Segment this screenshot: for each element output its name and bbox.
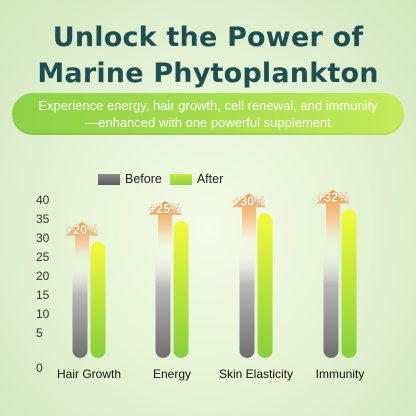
y-tick-label: 15 bbox=[36, 288, 50, 302]
page-title: Unlock the Power of Marine Phytoplankton bbox=[0, 20, 416, 92]
y-tick-label: 35 bbox=[36, 212, 50, 226]
legend-swatch-after bbox=[169, 173, 192, 185]
bar-before bbox=[155, 249, 171, 358]
title-line-2: Marine Phytoplankton bbox=[37, 58, 379, 89]
legend-label-before: Before bbox=[125, 172, 162, 186]
increase-label: +20% bbox=[66, 223, 98, 237]
title-line-1: Unlock the Power of bbox=[52, 22, 364, 53]
y-tick-label: 10 bbox=[36, 307, 50, 321]
subtitle-banner: Experience energy, hair growth, cell ren… bbox=[12, 93, 404, 135]
subtitle-line-1: Experience energy, hair growth, cell ren… bbox=[38, 98, 378, 113]
category-label: Hair Growth bbox=[57, 367, 121, 381]
y-tick-label: 5 bbox=[36, 326, 43, 340]
increase-arrow bbox=[316, 189, 350, 244]
bar-after bbox=[257, 213, 273, 358]
increase-arrow bbox=[148, 200, 182, 248]
chart-legend: Before After bbox=[98, 172, 231, 186]
subtitle-line-2: —enhanced with one powerful supplement bbox=[85, 115, 331, 130]
bar-after bbox=[90, 241, 106, 358]
increase-label: +32% bbox=[317, 191, 349, 205]
y-tick-label: 30 bbox=[36, 231, 50, 245]
category-label: Immunity bbox=[316, 367, 365, 381]
increase-label: +25% bbox=[149, 202, 181, 216]
legend-swatch-before bbox=[98, 173, 120, 185]
y-tick-label: 25 bbox=[36, 250, 50, 264]
increase-arrow bbox=[232, 193, 266, 244]
category-label: Skin Elasticity bbox=[219, 367, 293, 381]
category-label: Energy bbox=[153, 367, 191, 381]
bar-before bbox=[239, 245, 255, 358]
increase-label: +30% bbox=[233, 194, 265, 208]
increase-arrow bbox=[65, 221, 99, 259]
y-tick-label: 40 bbox=[36, 193, 50, 207]
y-tick-label: 0 bbox=[36, 361, 43, 375]
bar-before bbox=[323, 245, 339, 358]
bar-before bbox=[72, 260, 88, 358]
y-tick-label: 20 bbox=[36, 269, 50, 283]
legend-label-after: After bbox=[196, 172, 224, 186]
bar-after bbox=[173, 220, 189, 358]
bar-after bbox=[341, 209, 357, 358]
